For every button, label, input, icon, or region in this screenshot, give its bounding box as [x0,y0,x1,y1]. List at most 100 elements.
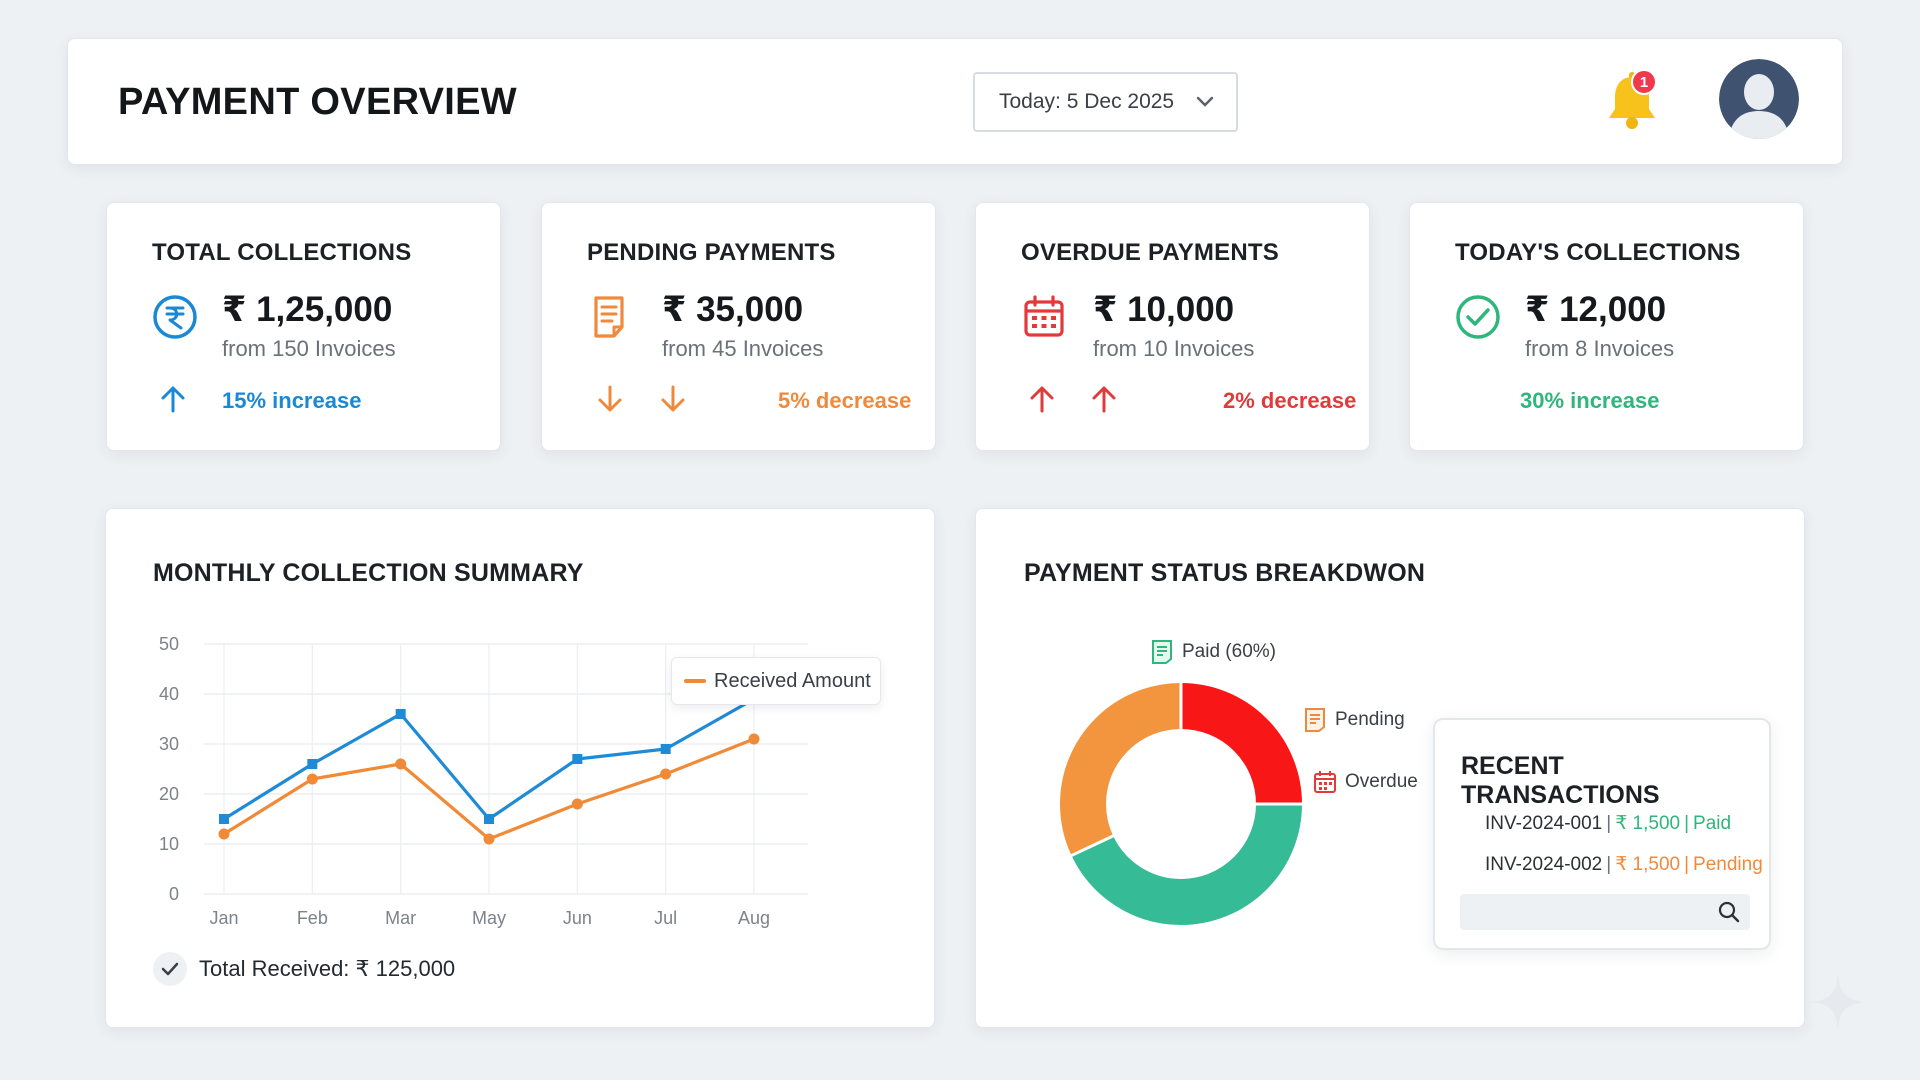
separator: | [1684,813,1690,834]
data-point [218,828,230,840]
user-avatar-icon [1719,59,1799,139]
recent-transactions-card: RECENT TRANSACTIONS INV-2024-001 | ₹ 1,500… [1433,718,1771,950]
chart-legend: Received Amount [671,657,881,705]
separator: | [1606,854,1612,875]
transaction-id: INV-2024-001 [1485,813,1603,834]
x-tick-label: Aug [738,908,770,928]
stat-card-overdue-payments: OVERDUE PAYMENTS ₹ 10,000 from 10 Invoic… [975,202,1370,451]
transaction-row[interactable]: INV-2024-002 | ₹ 1,500 | Pending [1485,853,1763,876]
trend-text: 5% decrease [778,388,912,413]
arrow-up-icon [161,386,185,413]
data-point [395,758,407,770]
data-point [571,798,583,810]
y-tick-label: 30 [159,734,179,754]
data-point [572,754,583,764]
stat-title: PENDING PAYMENTS [587,239,836,266]
x-tick-label: May [472,908,506,928]
stat-card-todays-collections: TODAY'S COLLECTIONS ₹ 12,000 from 8 Invo… [1409,202,1804,451]
trend-text: 30% increase [1520,388,1660,413]
data-point [748,733,760,745]
search-icon[interactable] [1718,901,1740,923]
transaction-amount: ₹ 1,500 [1615,813,1681,834]
stat-card-total-collections: TOTAL COLLECTIONS ₹ 1,25,000 from 150 In… [106,202,501,451]
transaction-id: INV-2024-002 [1485,854,1603,875]
data-point [307,759,318,769]
x-tick-label: Feb [297,908,328,928]
transaction-row[interactable]: INV-2024-001 | ₹ 1,500 | Paid [1485,812,1731,835]
arrow-down-icon [598,385,622,412]
data-point [660,744,671,754]
arrow-down-icon [661,385,685,412]
rupee-icon [153,295,197,339]
donut-label-pending: Pending [1303,707,1405,733]
paid-label: Paid (60%) [1182,641,1276,662]
stat-title: TOTAL COLLECTIONS [152,239,412,266]
notification-badge: 1 [1631,69,1657,95]
chevron-down-icon [1196,96,1214,107]
panel-title: PAYMENT STATUS BREAKDWON [1024,559,1426,587]
page-title: PAYMENT OVERVIEW [118,81,517,123]
legend-swatch [684,679,706,683]
data-point [483,833,495,845]
calendar-icon [1314,771,1336,793]
trend-text: 15% increase [222,388,362,413]
overdue-label: Overdue [1345,771,1418,792]
y-tick-label: 40 [159,684,179,704]
monthly-collection-panel: MONTHLY COLLECTION SUMMARY 0 10 20 30 40 50 Ja… [105,508,935,1028]
x-tick-label: Jan [209,908,238,928]
stat-title: TODAY'S COLLECTIONS [1455,239,1741,266]
stat-subtext: from 150 Invoices [222,336,396,361]
y-tick-label: 20 [159,784,179,804]
pending-label: Pending [1335,709,1405,730]
data-point [395,709,406,719]
line-chart: 0 10 20 30 40 50 Jan Feb Mar May Jun Jul Aug [159,634,808,928]
transaction-status: Paid [1693,813,1732,834]
total-received-label: Total Received: ₹ 125,000 [199,956,456,981]
recent-transactions-title: RECENT TRANSACTIONS [1461,752,1660,809]
donut-slice-paid [1060,683,1302,925]
avatar[interactable] [1719,59,1799,139]
arrow-up-icon [1092,386,1116,413]
stat-amount: ₹ 10,000 [1093,290,1235,329]
donut-separator [1069,834,1115,858]
stat-subtext: from 45 Invoices [662,336,824,361]
transaction-status: Pending [1693,854,1763,875]
date-selector[interactable]: Today: 5 Dec 2025 [973,72,1238,132]
x-tick-label: Mar [385,908,416,928]
legend-label: Received Amount [714,669,871,692]
donut-chart [1060,682,1303,925]
separator: | [1606,813,1612,834]
stat-subtext: from 8 Invoices [1525,336,1675,361]
data-point [306,773,318,785]
stat-title: OVERDUE PAYMENTS [1021,239,1279,266]
donut-label-paid: Paid (60%) [1150,639,1276,665]
trend-text: 2% decrease [1223,388,1357,413]
x-tick-label: Jun [563,908,592,928]
document-icon [594,296,624,338]
transaction-search[interactable] [1460,894,1750,930]
stat-amount: ₹ 35,000 [662,290,804,329]
transaction-amount: ₹ 1,500 [1615,854,1681,875]
separator: | [1684,854,1690,875]
stat-card-pending-payments: PENDING PAYMENTS ₹ 35,000 from 45 Invoic… [541,202,936,451]
date-selector-label: Today: 5 Dec 2025 [999,90,1175,113]
stat-amount: ₹ 12,000 [1525,290,1667,329]
y-tick-label: 0 [169,884,179,904]
check-circle-icon [1456,295,1500,339]
sparkle-icon [1810,974,1866,1030]
search-input[interactable] [1460,894,1710,930]
data-point [219,814,229,824]
stat-subtext: from 10 Invoices [1093,336,1255,361]
document-icon [1305,708,1325,732]
data-point [484,814,494,824]
stat-amount: ₹ 1,25,000 [222,290,393,329]
y-tick-label: 10 [159,834,179,854]
calendar-icon [1024,295,1064,337]
y-tick-label: 50 [159,634,179,654]
donut-label-overdue: Overdue [1313,770,1418,794]
panel-title: MONTHLY COLLECTION SUMMARY [153,559,584,587]
data-point [660,768,672,780]
total-received: Total Received: ₹ 125,000 [153,952,455,986]
x-tick-label: Jul [654,908,677,928]
header-bar: PAYMENT OVERVIEW Today: 5 Dec 2025 1 [67,38,1843,165]
